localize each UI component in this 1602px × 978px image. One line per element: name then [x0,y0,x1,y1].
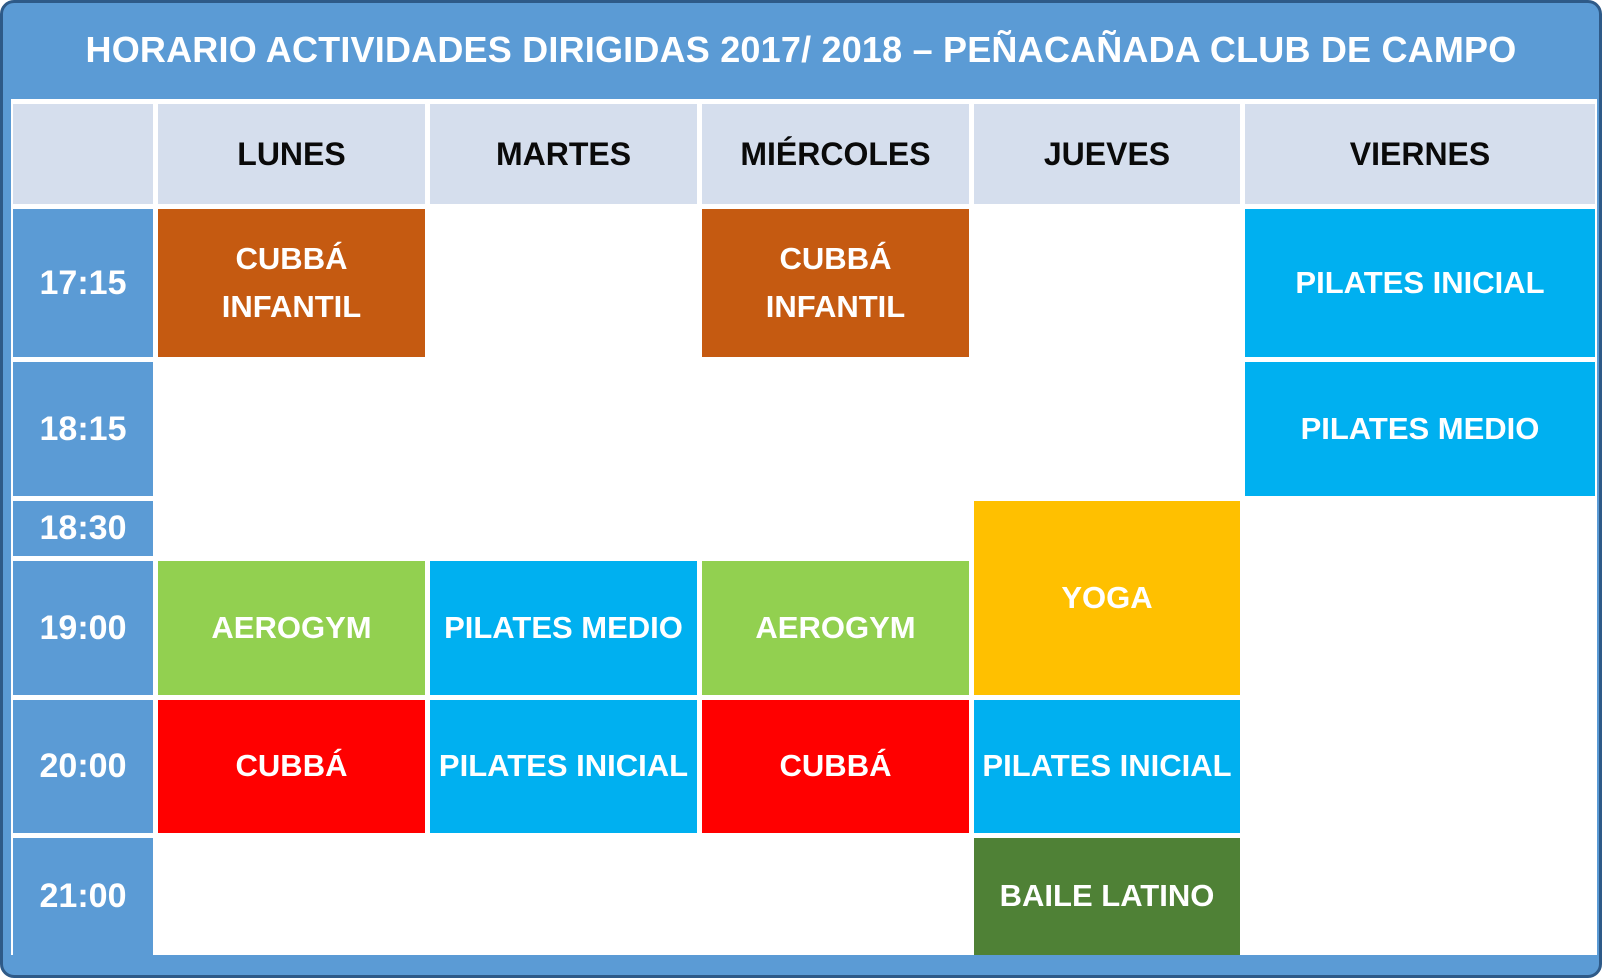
activity-pilates-medio-martes-1900: PILATES MEDIO [430,561,697,695]
empty-cell-viernes-2100 [1245,838,1595,955]
time-label-2000: 20:00 [13,700,153,833]
activity-cubba-infantil-lunes-1715: CUBBÁ INFANTIL [158,209,425,357]
empty-cell-martes-1815 [430,362,697,496]
empty-cell-martes-1830 [430,501,697,556]
empty-cell-viernes-1900 [1245,561,1595,695]
activity-cubba-infantil-miercoles-1715: CUBBÁ INFANTIL [702,209,969,357]
title-bar: HORARIO ACTIVIDADES DIRIGIDAS 2017/ 2018… [3,3,1599,96]
page-title: HORARIO ACTIVIDADES DIRIGIDAS 2017/ 2018… [85,28,1517,70]
schedule-table-wrap: LUNES MARTES MIÉRCOLES JUEVES VIERNES 17:15 18… [11,99,1597,955]
empty-cell-jueves-1815 [974,362,1240,496]
activity-yoga-jueves-1830: YOGA [974,501,1240,695]
activity-pilates-inicial-jueves-2000: PILATES INICIAL [974,700,1240,833]
empty-cell-lunes-2100 [158,838,425,955]
time-label-2100: 21:00 [13,838,153,955]
empty-cell-viernes-2000 [1245,700,1595,833]
day-header-miercoles: MIÉRCOLES [702,104,969,204]
empty-cell-miercoles-1830 [702,501,969,556]
activity-cubba-lunes-2000: CUBBÁ [158,700,425,833]
schedule-table: LUNES MARTES MIÉRCOLES JUEVES VIERNES 17:15 18… [13,104,1595,955]
time-label-1715: 17:15 [13,209,153,357]
activity-pilates-inicial-martes-2000: PILATES INICIAL [430,700,697,833]
day-header-viernes: VIERNES [1245,104,1595,204]
empty-cell-jueves-1715 [974,209,1240,357]
activity-pilates-medio-viernes-1815: PILATES MEDIO [1245,362,1595,496]
time-label-1830: 18:30 [13,501,153,556]
activity-cubba-miercoles-2000: CUBBÁ [702,700,969,833]
activity-baile-latino-jueves-2100: BAILE LATINO [974,838,1240,955]
day-header-lunes: LUNES [158,104,425,204]
empty-cell-martes-2100 [430,838,697,955]
empty-cell-viernes-1830 [1245,501,1595,556]
activity-pilates-inicial-viernes-1715: PILATES INICIAL [1245,209,1595,357]
activity-aerogym-miercoles-1900: AEROGYM [702,561,969,695]
day-header-jueves: JUEVES [974,104,1240,204]
empty-cell-miercoles-1815 [702,362,969,496]
empty-cell-miercoles-2100 [702,838,969,955]
empty-cell-martes-1715 [430,209,697,357]
time-label-1815: 18:15 [13,362,153,496]
empty-cell-lunes-1830 [158,501,425,556]
corner-cell [13,104,153,204]
empty-cell-lunes-1815 [158,362,425,496]
time-label-1900: 19:00 [13,561,153,695]
day-header-martes: MARTES [430,104,697,204]
activity-aerogym-lunes-1900: AEROGYM [158,561,425,695]
